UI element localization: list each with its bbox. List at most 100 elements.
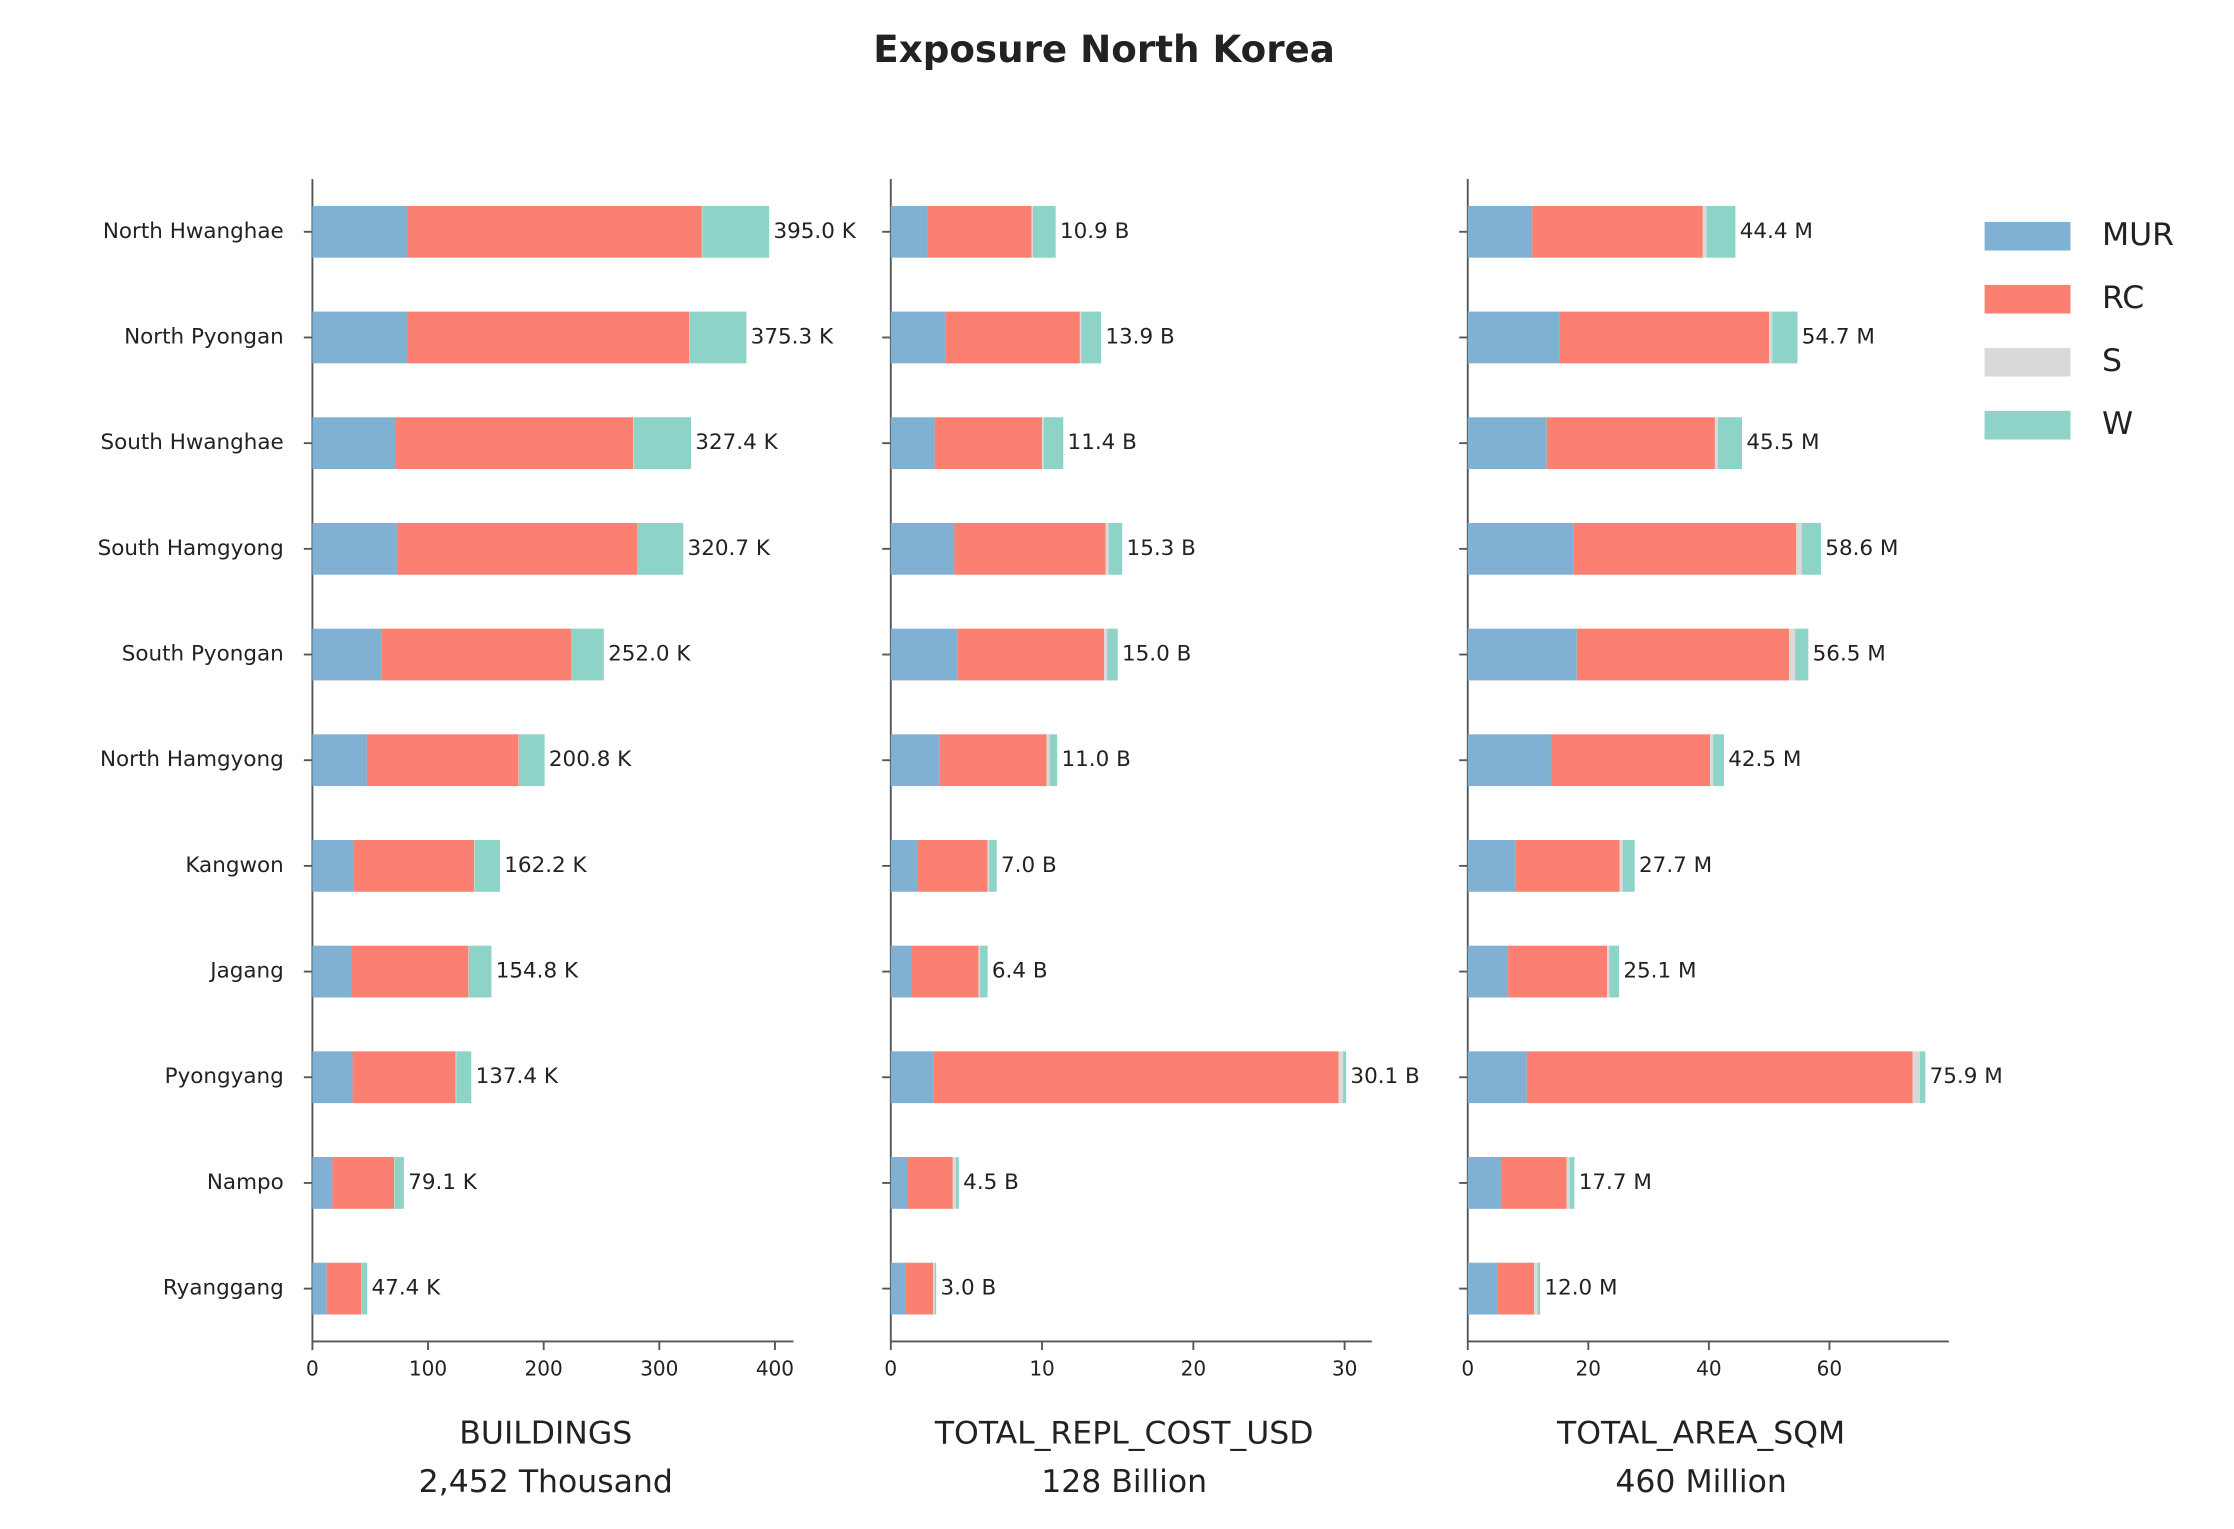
bar-segment xyxy=(989,839,997,892)
value-label: 11.0 B xyxy=(1061,747,1130,772)
x-tick-label: 30 xyxy=(1332,1357,1358,1381)
bar-segment xyxy=(1107,628,1118,681)
x-tick-label: 400 xyxy=(756,1357,794,1381)
bar-segment xyxy=(1796,522,1802,575)
bar-segment xyxy=(1772,311,1798,364)
bar-segment xyxy=(1467,1157,1501,1209)
bar-segment xyxy=(1043,417,1064,470)
bar-segment xyxy=(1032,205,1056,258)
bar-segment xyxy=(1467,839,1516,892)
bar-segment xyxy=(396,522,638,575)
bar-segment xyxy=(1769,311,1773,364)
bar-segment xyxy=(1526,1051,1913,1104)
value-label: 15.3 B xyxy=(1127,536,1196,561)
bar-segment xyxy=(312,628,382,681)
x-tick-label: 0 xyxy=(884,1357,897,1381)
value-label: 395.0 K xyxy=(773,219,856,244)
bar-segment xyxy=(1607,945,1610,998)
bar-segment xyxy=(633,417,691,470)
bar-segment xyxy=(890,522,955,575)
y-tick-label: Nampo xyxy=(207,1170,284,1195)
x-tick-label: 0 xyxy=(306,1357,319,1381)
value-label: 25.1 M xyxy=(1623,959,1696,984)
bar-segment xyxy=(571,628,604,681)
y-tick-label: Jagang xyxy=(208,959,284,984)
y-tick-label: North Pyongan xyxy=(124,324,284,349)
value-label: 7.0 B xyxy=(1001,853,1057,878)
x-tick-label: 300 xyxy=(640,1357,678,1381)
value-label: 45.5 M xyxy=(1746,430,1819,455)
bar-segment xyxy=(1576,628,1790,681)
y-tick-label: North Hamgyong xyxy=(100,747,284,772)
bar-segment xyxy=(312,417,396,470)
bar-segment xyxy=(1046,734,1050,787)
value-label: 4.5 B xyxy=(963,1170,1019,1195)
bar-segment xyxy=(332,1157,395,1209)
bar-segment xyxy=(1343,1051,1347,1104)
bar-segment xyxy=(474,839,500,892)
bar-segment xyxy=(939,734,1047,787)
bar-segment xyxy=(689,311,747,364)
bar-segment xyxy=(933,1262,935,1315)
bar-segment xyxy=(1702,205,1707,258)
bar-segment xyxy=(1569,1157,1575,1209)
legend-label: S xyxy=(2102,343,2122,379)
bar-segment xyxy=(954,522,1106,575)
value-label: 15.0 B xyxy=(1122,642,1191,667)
bar-segment xyxy=(934,1262,937,1315)
value-label: 56.5 M xyxy=(1813,642,1886,667)
bar-segment xyxy=(1566,1157,1570,1209)
value-label: 6.4 B xyxy=(992,959,1048,984)
bar-segment xyxy=(1714,417,1718,470)
bar-segment xyxy=(1573,522,1797,575)
bar-segment xyxy=(1467,734,1551,787)
bar-segment xyxy=(468,945,492,998)
bar-segment xyxy=(456,1051,472,1104)
bar-segment xyxy=(1919,1051,1926,1104)
bar-segment xyxy=(312,311,407,364)
bar-segment xyxy=(1104,628,1108,681)
bar-segment xyxy=(1619,839,1623,892)
x-axis-label: 2,452 Thousand xyxy=(419,1464,673,1500)
bar-segment xyxy=(1049,734,1058,787)
bar-segment xyxy=(927,205,1032,258)
value-label: 252.0 K xyxy=(608,642,691,667)
bar-segment xyxy=(911,945,979,998)
bar-segment xyxy=(1497,1262,1535,1315)
bar-segment xyxy=(312,839,354,892)
bar-segment xyxy=(312,1262,327,1315)
bar-segment xyxy=(312,945,352,998)
bar-segment xyxy=(455,1051,457,1104)
value-label: 327.4 K xyxy=(695,430,778,455)
value-label: 44.4 M xyxy=(1740,219,1813,244)
bar-segment xyxy=(1801,522,1821,575)
bar-segment xyxy=(406,205,702,258)
legend-swatch xyxy=(1984,410,2071,440)
value-label: 75.9 M xyxy=(1930,1064,2003,1089)
value-label: 30.1 B xyxy=(1350,1064,1419,1089)
y-tick-label: North Hwanghae xyxy=(103,219,284,244)
bar-segment xyxy=(945,311,1080,364)
value-label: 17.7 M xyxy=(1579,1170,1652,1195)
bar-segment xyxy=(1789,628,1796,681)
bar-segment xyxy=(1713,734,1724,787)
bar-segment xyxy=(890,1157,908,1209)
x-tick-label: 10 xyxy=(1029,1357,1055,1381)
bar-segment xyxy=(1105,522,1109,575)
x-tick-label: 20 xyxy=(1181,1357,1207,1381)
bar-segment xyxy=(1912,1051,1920,1104)
bar-segment xyxy=(395,417,634,470)
value-label: 13.9 B xyxy=(1105,324,1174,349)
bar-segment xyxy=(353,839,475,892)
value-label: 11.4 B xyxy=(1068,430,1137,455)
bar-segment xyxy=(1534,1262,1538,1315)
bar-segment xyxy=(1467,1051,1527,1104)
bar-segment xyxy=(890,311,946,364)
legend-swatch xyxy=(1984,221,2071,251)
x-tick-label: 20 xyxy=(1576,1357,1602,1381)
bar-segment xyxy=(1717,417,1743,470)
x-axis-label: TOTAL_AREA_SQM xyxy=(1556,1416,1845,1452)
bar-segment xyxy=(518,734,545,787)
x-tick-label: 0 xyxy=(1461,1357,1474,1381)
x-axis-label: 128 Billion xyxy=(1041,1464,1207,1500)
